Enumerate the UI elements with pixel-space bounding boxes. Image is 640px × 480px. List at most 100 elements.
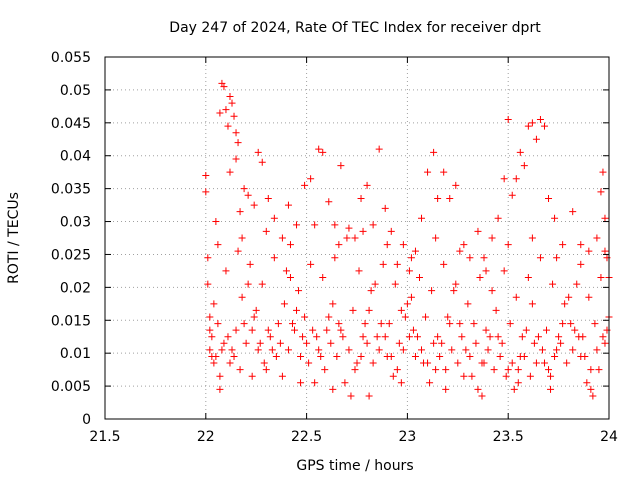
- data-point: [375, 145, 383, 153]
- data-point: [202, 171, 210, 179]
- x-tick-label: 22: [197, 429, 215, 445]
- data-point: [236, 208, 244, 216]
- data-point: [262, 227, 270, 235]
- data-point: [365, 392, 373, 400]
- data-point: [297, 352, 305, 360]
- data-point: [224, 333, 232, 341]
- data-point: [381, 333, 389, 341]
- data-point: [528, 119, 536, 127]
- data-point: [214, 320, 222, 328]
- data-point: [250, 201, 258, 209]
- data-point: [284, 201, 292, 209]
- data-point: [349, 306, 357, 314]
- x-tick-label: 22.5: [291, 429, 322, 445]
- data-point: [524, 122, 532, 130]
- data-point: [551, 214, 559, 222]
- data-point: [474, 227, 482, 235]
- data-point: [494, 333, 502, 341]
- data-point: [430, 339, 438, 347]
- data-point: [293, 306, 301, 314]
- data-point: [365, 306, 373, 314]
- data-point: [524, 273, 532, 281]
- data-point: [248, 326, 256, 334]
- data-point: [301, 313, 309, 321]
- data-point: [315, 145, 323, 153]
- data-point: [520, 162, 528, 170]
- data-point: [484, 346, 492, 354]
- y-tick-label: 0.02: [60, 280, 91, 296]
- data-point: [337, 162, 345, 170]
- data-point: [470, 320, 478, 328]
- data-point: [278, 234, 286, 242]
- data-point: [549, 280, 557, 288]
- data-point: [216, 372, 224, 380]
- data-point: [335, 241, 343, 249]
- data-point: [480, 254, 488, 262]
- data-point: [343, 234, 351, 242]
- data-point: [436, 352, 444, 360]
- data-point: [486, 333, 494, 341]
- data-point: [293, 221, 301, 229]
- data-point: [512, 175, 520, 183]
- data-point: [401, 313, 409, 321]
- data-point: [286, 273, 294, 281]
- data-point: [250, 313, 258, 321]
- y-axis-title: ROTI / TECUs: [6, 192, 22, 284]
- data-point: [387, 352, 395, 360]
- data-point: [319, 148, 327, 156]
- data-point: [212, 218, 220, 226]
- data-point: [291, 326, 299, 334]
- data-point: [593, 346, 601, 354]
- data-point: [587, 385, 595, 393]
- data-point: [411, 352, 419, 360]
- y-tick-label: 0.025: [51, 247, 91, 263]
- data-point: [553, 254, 561, 262]
- data-point: [595, 366, 603, 374]
- data-point: [536, 254, 544, 262]
- data-point: [442, 366, 450, 374]
- data-point: [280, 300, 288, 308]
- data-point: [238, 293, 246, 301]
- y-tick-label: 0.035: [51, 182, 91, 198]
- data-point: [468, 372, 476, 380]
- data-point: [347, 392, 355, 400]
- data-point: [379, 260, 387, 268]
- data-point: [230, 352, 238, 360]
- data-point: [248, 372, 256, 380]
- data-point: [319, 273, 327, 281]
- data-point: [268, 346, 276, 354]
- data-point: [585, 293, 593, 301]
- data-point: [581, 352, 589, 360]
- data-point: [508, 359, 516, 367]
- x-axis-title: GPS time / hours: [296, 458, 413, 474]
- data-point: [557, 339, 565, 347]
- data-point: [538, 346, 546, 354]
- data-point: [492, 306, 500, 314]
- data-point: [204, 254, 212, 262]
- data-point: [462, 346, 470, 354]
- data-point: [418, 214, 426, 222]
- data-point: [430, 148, 438, 156]
- data-point: [345, 346, 353, 354]
- data-point: [498, 339, 506, 347]
- axis-ticks: 21.5 22 22.5 23 23.5 24 0 0.005 0.01 0.015 0.02 0.0…: [51, 50, 618, 445]
- data-point: [452, 280, 460, 288]
- data-point: [335, 320, 343, 328]
- data-point: [464, 300, 472, 308]
- data-point: [526, 372, 534, 380]
- data-point: [321, 366, 329, 374]
- data-point: [444, 313, 452, 321]
- data-point: [270, 254, 278, 262]
- data-point: [589, 392, 597, 400]
- data-point: [573, 280, 581, 288]
- data-point: [460, 241, 468, 249]
- data-point: [571, 326, 579, 334]
- data-point: [448, 346, 456, 354]
- data-point: [274, 320, 282, 328]
- data-point: [367, 287, 375, 295]
- data-point: [383, 241, 391, 249]
- data-point: [339, 333, 347, 341]
- y-tick-label: 0.03: [60, 215, 91, 231]
- data-point: [547, 372, 555, 380]
- data-point: [488, 287, 496, 295]
